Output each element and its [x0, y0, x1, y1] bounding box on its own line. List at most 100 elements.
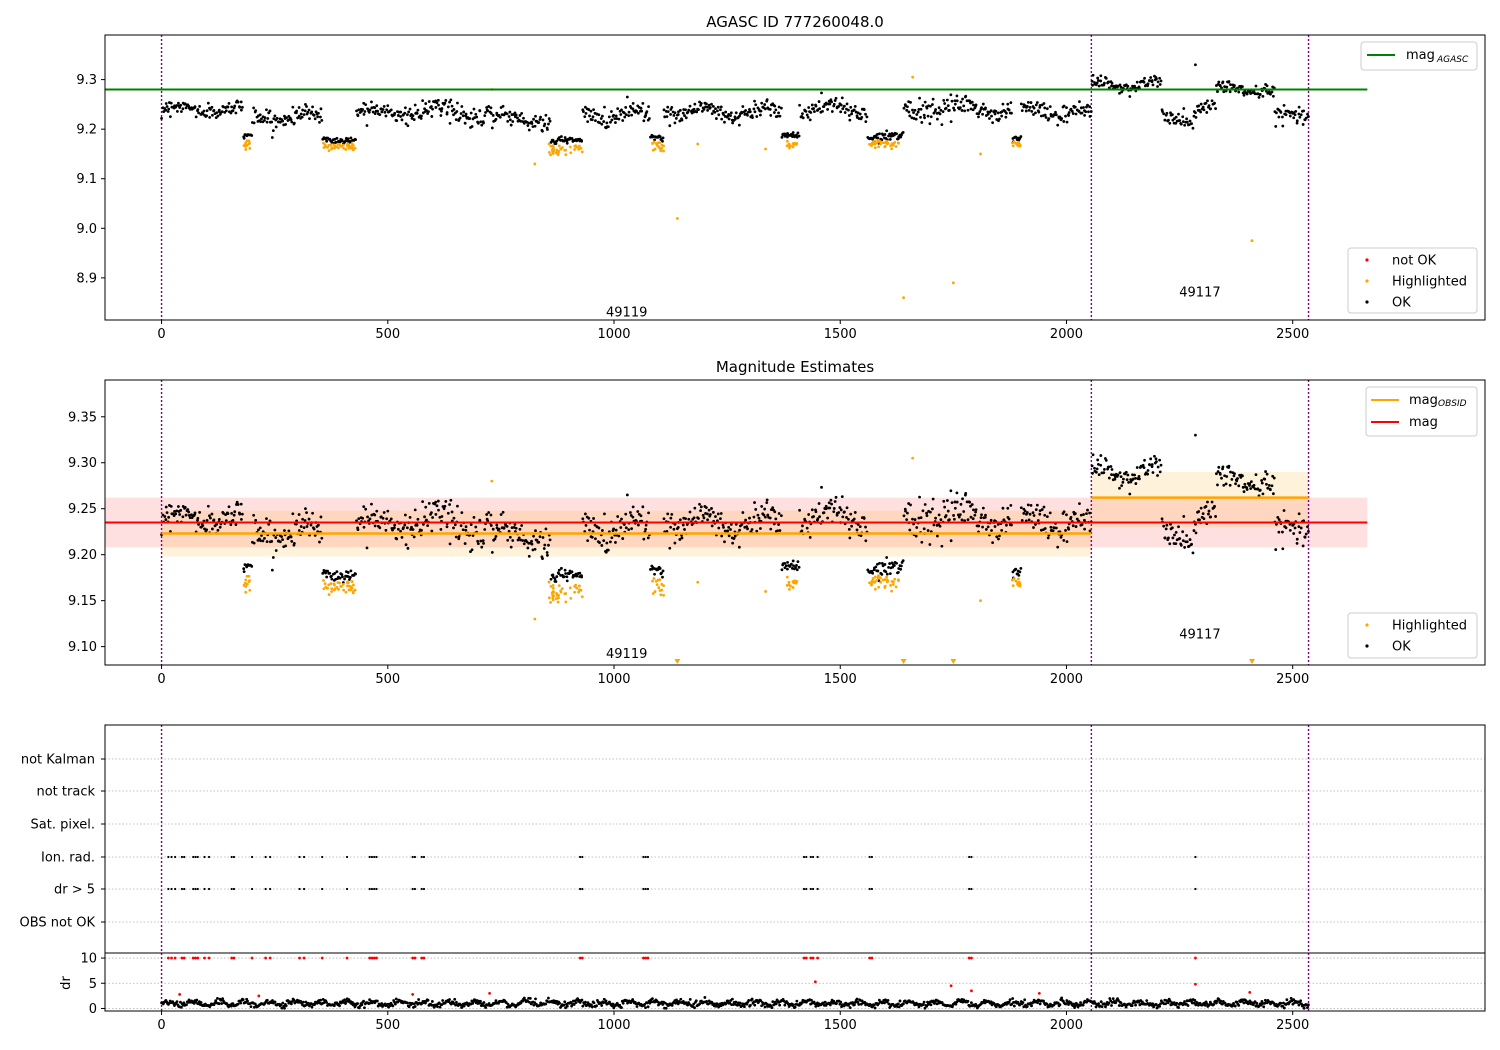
ok-point — [530, 539, 533, 543]
ok-point — [723, 540, 726, 544]
ok-point — [400, 118, 404, 122]
ok-point — [489, 106, 493, 110]
ok-point — [1065, 540, 1069, 544]
dr-point — [1255, 1001, 1259, 1005]
ok-point — [1198, 518, 1201, 522]
ok-point — [440, 107, 444, 110]
ok-point — [658, 135, 662, 138]
ok-point — [1133, 473, 1136, 477]
ok-point — [385, 517, 389, 521]
ok-point — [1245, 92, 1249, 96]
ok-point — [754, 103, 758, 107]
ok-point — [306, 110, 310, 114]
ok-point — [287, 535, 291, 539]
ok-point — [627, 110, 631, 114]
ok-point — [1179, 122, 1183, 126]
ok-point — [354, 138, 357, 141]
dr-point — [1030, 1004, 1033, 1008]
ok-point — [338, 140, 342, 144]
dr-xtick-label: 1500 — [824, 1018, 857, 1033]
ok-point — [584, 523, 588, 527]
ok-point — [723, 529, 727, 533]
ok-point — [1288, 528, 1292, 532]
ok-point — [620, 108, 623, 112]
ok-point — [1242, 93, 1246, 97]
ok-point — [424, 505, 428, 509]
ok-point — [794, 566, 797, 570]
dr-point — [1223, 1001, 1227, 1005]
ok-point — [1027, 108, 1031, 112]
ok-point — [711, 104, 715, 108]
ok-point — [914, 117, 918, 121]
ok-point — [442, 507, 446, 511]
ok-point — [1097, 79, 1100, 82]
ok-point — [757, 516, 761, 520]
dr-point — [1104, 1005, 1107, 1009]
ok-point — [990, 114, 993, 118]
ok-point — [1155, 77, 1158, 81]
highlighted-point — [347, 584, 351, 588]
dr-gt-5-flag-point — [422, 887, 426, 891]
agasc-xtick-label: 1500 — [824, 327, 857, 342]
dr-point — [602, 997, 606, 1001]
ok-point — [1270, 90, 1274, 94]
dr-point — [1130, 1004, 1134, 1008]
ok-point — [259, 539, 263, 543]
ok-point — [1035, 503, 1039, 507]
dr-flagged-point — [345, 956, 349, 960]
dr-point — [280, 1006, 284, 1010]
ok-point — [440, 515, 444, 518]
ok-point — [452, 526, 455, 530]
ok-point — [911, 517, 914, 521]
ok-point — [491, 527, 495, 531]
agasc-ytick-label: 8.9 — [76, 271, 97, 286]
ok-point — [1183, 546, 1187, 549]
ok-point — [461, 114, 465, 118]
ok-point — [482, 121, 485, 125]
ok-point — [853, 511, 857, 514]
ok-point — [635, 109, 638, 113]
dr-point — [292, 998, 296, 1002]
ok-point — [1091, 83, 1094, 87]
ok-point — [731, 541, 735, 545]
ion-rad-flag-point — [207, 855, 211, 859]
ok-point — [285, 116, 288, 120]
ok-point — [270, 120, 274, 124]
ok-point — [665, 529, 669, 533]
dr-point — [590, 1005, 594, 1009]
ok-point — [312, 527, 316, 531]
dr-gt-5-flag-point — [370, 887, 374, 891]
ok-point — [1109, 465, 1113, 468]
ok-point — [1261, 492, 1265, 496]
dr-flagged-point — [194, 956, 197, 960]
ok-point — [620, 517, 623, 521]
ok-point — [476, 539, 480, 543]
dr-point — [969, 1001, 973, 1005]
dr-point — [1285, 998, 1289, 1002]
dr-point — [332, 1004, 336, 1008]
ok-point — [1235, 479, 1239, 483]
ok-point — [804, 110, 808, 113]
ok-point — [603, 512, 606, 516]
ok-point — [1209, 107, 1213, 111]
ok-point — [862, 108, 866, 112]
ok-point — [1088, 529, 1092, 533]
ok-point — [1270, 484, 1274, 488]
ok-point — [290, 120, 294, 124]
dr-point — [417, 998, 420, 1001]
ok-point — [173, 509, 176, 513]
ok-point — [1121, 480, 1125, 484]
ok-point — [612, 527, 616, 531]
ok-point — [530, 542, 534, 546]
agasc-xtick-label: 1000 — [597, 327, 630, 342]
ok-point — [909, 503, 912, 507]
ok-point — [704, 506, 708, 510]
ok-point — [928, 543, 932, 546]
ok-point — [357, 517, 361, 521]
ok-point — [1156, 80, 1160, 84]
ok-point — [914, 534, 918, 538]
ok-point — [1126, 84, 1130, 88]
ok-point — [292, 121, 296, 125]
ok-point — [402, 526, 405, 530]
